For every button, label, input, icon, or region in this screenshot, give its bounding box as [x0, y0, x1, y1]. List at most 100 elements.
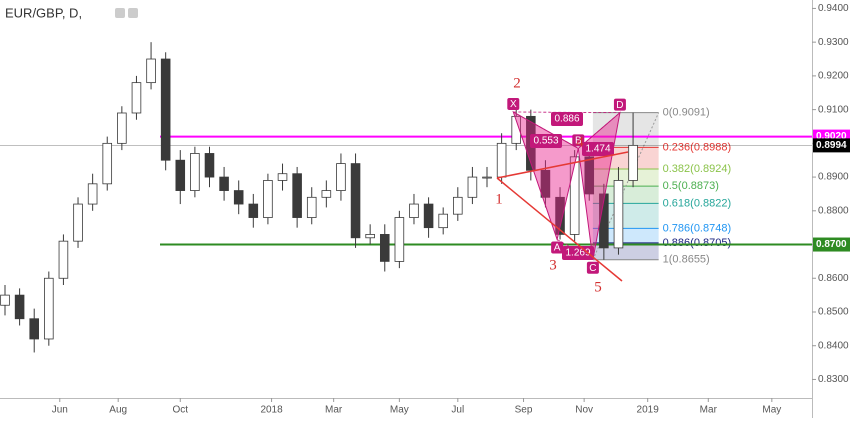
candle-body — [29, 318, 39, 340]
candle-body — [365, 234, 375, 239]
candle-body — [599, 193, 609, 249]
candle-body — [190, 153, 200, 191]
candle-body — [438, 213, 448, 229]
y-tick-label: 0.8400 — [818, 340, 849, 351]
candle-body — [306, 196, 317, 218]
candle-body — [87, 183, 98, 205]
candle-body — [204, 153, 215, 178]
y-tick-label: 0.8300 — [818, 374, 849, 385]
y-tick-label: 0.8800 — [818, 205, 849, 216]
fib-label: 0.5(0.8873) — [663, 180, 719, 192]
price-tag-label: 0.8700 — [816, 239, 847, 250]
candle-body — [467, 176, 478, 198]
candle-body — [44, 277, 54, 340]
ratio-label: 0.886 — [554, 114, 579, 125]
fib-label: 0.236(0.8988) — [663, 141, 732, 153]
candle-body — [292, 173, 302, 218]
x-tick-label: 2019 — [637, 405, 660, 416]
y-tick-label: 0.8500 — [818, 307, 849, 318]
pattern-point-label: A — [554, 243, 561, 254]
candle-body — [73, 203, 83, 242]
icon[interactable] — [115, 8, 125, 18]
wave-label: 1 — [495, 191, 503, 207]
candle-body — [14, 294, 25, 320]
pattern-point-label: D — [616, 100, 623, 111]
candle-body — [219, 176, 229, 191]
y-tick-label: 0.9400 — [818, 3, 849, 14]
x-tick-label: Oct — [172, 405, 188, 416]
fib-zone — [592, 168, 659, 187]
ratio-label: 1.474 — [585, 144, 610, 155]
chart-title: EUR/GBP, D, — [5, 5, 82, 20]
ratio-label: 1.269 — [565, 248, 590, 259]
x-tick-label: May — [390, 405, 409, 416]
candle-body — [394, 217, 405, 262]
x-tick-label: Sep — [515, 405, 533, 416]
wave-label: 5 — [594, 279, 602, 295]
plot: 0(0.9091) 0.236(0.8988) 0.382(0.8924) 0.5(0… — [0, 42, 812, 353]
pattern-point-box — [551, 241, 564, 254]
price-tag — [813, 237, 850, 252]
candle-body — [379, 234, 390, 262]
candle-body — [350, 163, 361, 239]
fib-trend — [592, 112, 660, 260]
x-tick-label: May — [762, 405, 781, 416]
candle-body — [117, 112, 127, 144]
candle-body — [409, 203, 419, 218]
pattern-point-box — [507, 97, 520, 110]
pattern-point-label: C — [589, 263, 596, 274]
pattern-link — [513, 111, 579, 149]
candle-body — [58, 240, 69, 279]
candle-body — [613, 180, 624, 249]
y-tick-label: 0.8600 — [818, 273, 849, 284]
wave-label: 4 — [576, 134, 584, 150]
fib-label: 0(0.9091) — [663, 107, 710, 119]
pattern-point-label: B — [575, 136, 582, 147]
fib-label: 0.786(0.8748) — [663, 222, 732, 234]
pattern-point-box — [572, 134, 585, 147]
candle-body — [102, 142, 113, 185]
ratio-box — [582, 142, 614, 156]
x-tick-label: Nov — [575, 405, 593, 416]
candle-body — [248, 203, 259, 218]
price-tag — [813, 138, 850, 153]
candle-body — [628, 144, 638, 181]
candle-body — [146, 58, 156, 84]
fib-zone — [592, 186, 659, 204]
candle-body — [569, 156, 580, 235]
trend-line — [496, 151, 629, 179]
price-tag-label: 0.9020 — [816, 131, 847, 142]
pattern-point-box — [586, 261, 599, 274]
wave-label: 2 — [513, 75, 521, 91]
x-tick-label: Mar — [325, 405, 343, 416]
candle-body — [336, 163, 346, 191]
wave-label: 3 — [549, 257, 557, 273]
fib-zone — [592, 112, 659, 148]
y-tick-label: 0.9200 — [818, 71, 849, 82]
pattern-point-label: X — [510, 99, 517, 110]
pattern-link — [578, 112, 621, 149]
fib-label: 0.886(0.8705) — [663, 237, 732, 249]
pattern-link — [513, 111, 620, 114]
x-tick-label: Jun — [52, 405, 68, 416]
candle-body — [453, 196, 463, 215]
candle-body — [175, 159, 186, 191]
candle-body — [584, 156, 595, 195]
fib-label: 0.618(0.8822) — [663, 197, 732, 209]
candle-body — [321, 190, 332, 198]
ratio-label: 0.553 — [533, 136, 558, 147]
candle-body — [540, 169, 551, 198]
candle-body — [555, 196, 565, 235]
trend-line — [496, 177, 623, 282]
candle-body — [160, 58, 171, 161]
candle-body — [482, 176, 492, 179]
candle-body — [496, 142, 507, 178]
fib-label: 0.382(0.8924) — [663, 163, 732, 175]
candle-body — [263, 180, 273, 218]
icon[interactable] — [128, 8, 138, 18]
y-tick-label: 0.9100 — [818, 104, 849, 115]
y-tick-label: 0.8900 — [818, 172, 849, 183]
candle-body — [131, 82, 142, 114]
candle-body — [277, 173, 288, 181]
